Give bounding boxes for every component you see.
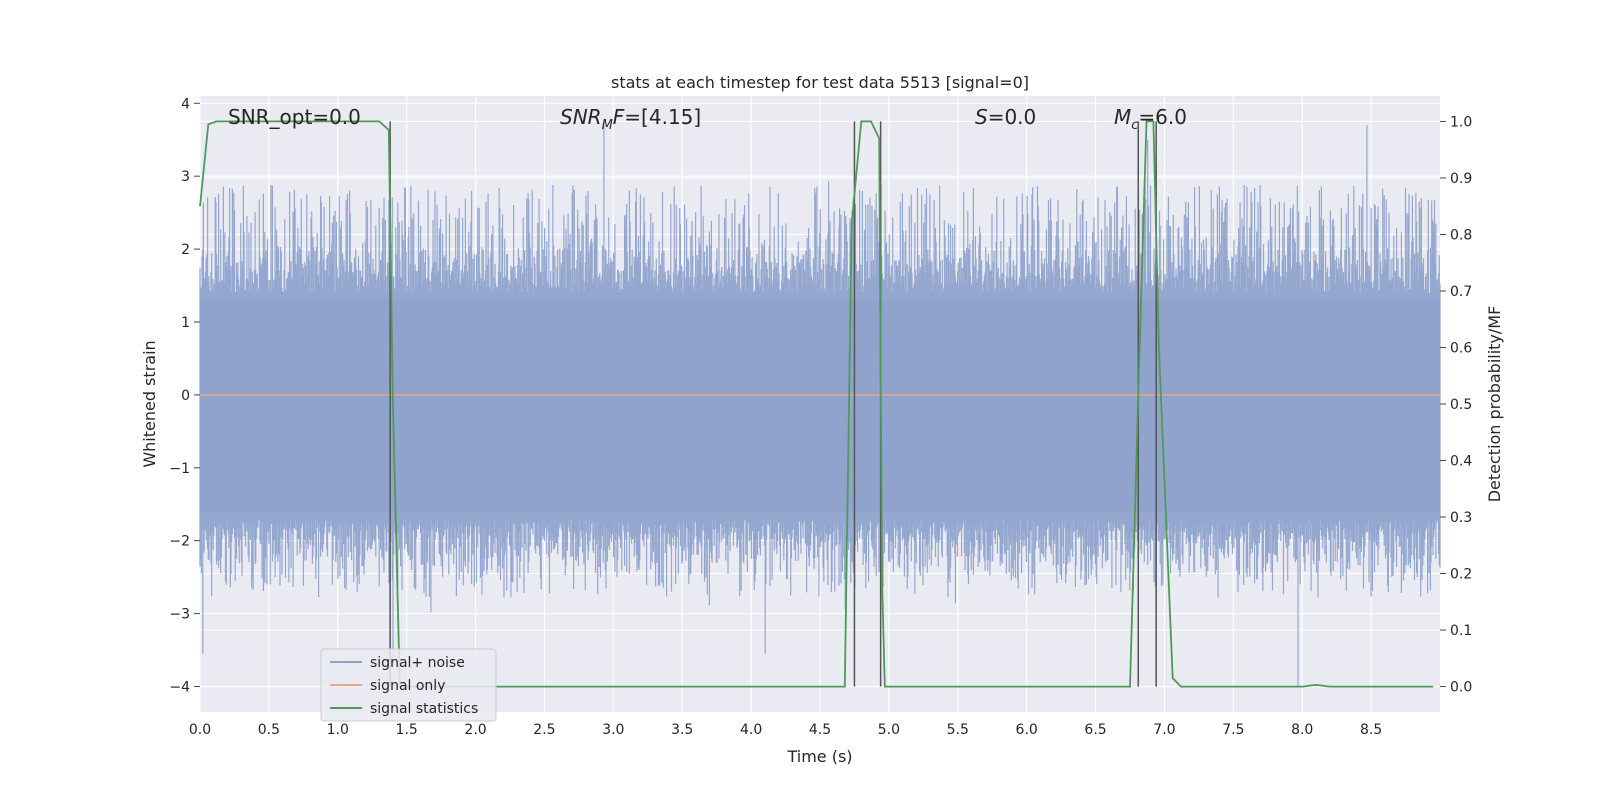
- y-axis-label: Whitened strain: [140, 340, 159, 467]
- y2-tick-label: 0.9: [1450, 171, 1472, 187]
- x-tick-label: 3.5: [671, 722, 693, 738]
- y-tick-label: −3: [169, 607, 190, 623]
- annotations: SNR_opt=0.0 SNRMF=[4.15] S=0.0 Mc=6.0: [228, 105, 1187, 133]
- x-tick-label: 1.0: [327, 722, 349, 738]
- x-tick-label: 0.5: [258, 722, 280, 738]
- y2-tick-label: 0.2: [1450, 567, 1472, 583]
- x-tick-label: 4.0: [740, 722, 762, 738]
- annotation-snr-mf: SNRMF=[4.15]: [560, 105, 701, 133]
- x-tick-label: 3.0: [602, 722, 624, 738]
- signal-noise-series: [199, 121, 1441, 687]
- x-tick-label: 0.0: [189, 722, 211, 738]
- noise-core-band: [200, 300, 1440, 512]
- y2-tick-label: 0.3: [1450, 510, 1472, 526]
- annotation-mc: Mc=6.0: [1114, 105, 1187, 133]
- y-tick-label: 0: [181, 388, 190, 404]
- annotation-s: S=0.0: [975, 105, 1036, 129]
- y-tick-label: −1: [169, 461, 190, 477]
- legend: signal+ noise signal only signal statist…: [320, 648, 497, 722]
- x-tick-label: 2.0: [464, 722, 486, 738]
- x-tick-label: 1.5: [396, 722, 418, 738]
- legend-box: [320, 648, 497, 722]
- y2-tick-label: 0.7: [1450, 284, 1472, 300]
- y-tick-label: −4: [169, 679, 190, 695]
- axis-ticks: 0.0 0.5 1.0 1.5 2.0 2.5 3.0 3.5 4.0 4.5 5.0 5.5 6.0 6…: [169, 96, 1472, 738]
- y2-tick-label: 0.4: [1450, 454, 1472, 470]
- x-tick-label: 7.5: [1222, 722, 1244, 738]
- y2-tick-label: 0.1: [1450, 623, 1472, 639]
- legend-label-signal-statistics: signal statistics: [370, 701, 478, 717]
- y2-tick-label: 0.5: [1450, 397, 1472, 413]
- x-tick-label: 8.5: [1360, 722, 1382, 738]
- y2-tick-label: 0.8: [1450, 227, 1472, 243]
- x-tick-label: 7.0: [1153, 722, 1175, 738]
- x-axis-label: Time (s): [786, 747, 852, 766]
- legend-label-signal-only: signal only: [370, 678, 445, 694]
- signal-statistics-line: [199, 120, 1434, 688]
- y2-tick-label: 0.0: [1450, 680, 1472, 696]
- x-tick-label: 6.5: [1084, 722, 1106, 738]
- y2-tick-label: 1.0: [1450, 114, 1472, 130]
- y-tick-label: 3: [181, 169, 190, 185]
- x-tick-label: 2.5: [533, 722, 555, 738]
- y2-tick-label: 0.6: [1450, 340, 1472, 356]
- x-tick-label: 8.0: [1291, 722, 1313, 738]
- signal-statistics-series: [199, 120, 1434, 688]
- y2-axis-label: Detection probability/MF: [1485, 306, 1504, 503]
- annotation-snr-opt: SNR_opt=0.0: [228, 105, 361, 129]
- x-tick-label: 4.5: [809, 722, 831, 738]
- y-tick-label: −2: [169, 534, 190, 550]
- x-tick-label: 5.0: [878, 722, 900, 738]
- y-tick-label: 1: [181, 315, 190, 331]
- chart-title: stats at each timestep for test data 551…: [611, 73, 1029, 92]
- y-tick-label: 2: [181, 242, 190, 258]
- x-tick-label: 6.0: [1016, 722, 1038, 738]
- y-tick-label: 4: [181, 96, 190, 112]
- legend-label-signal-noise: signal+ noise: [370, 655, 465, 671]
- x-tick-label: 5.5: [947, 722, 969, 738]
